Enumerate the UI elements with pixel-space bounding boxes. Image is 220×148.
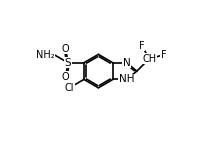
Text: O: O [62,72,69,82]
Text: O: O [62,44,69,54]
Text: CH: CH [142,54,156,64]
Text: S: S [65,58,71,68]
Text: Cl: Cl [65,83,74,93]
Text: N: N [123,58,130,68]
Text: NH₂: NH₂ [36,50,54,60]
Text: F: F [139,41,145,51]
Text: F: F [161,50,167,60]
Text: NH: NH [119,74,134,85]
